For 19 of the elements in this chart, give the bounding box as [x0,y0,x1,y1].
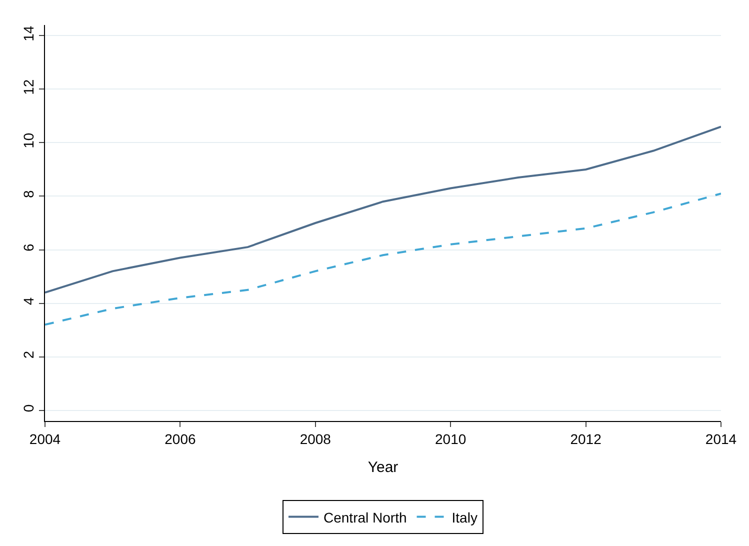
legend-label: Italy [452,509,478,526]
y-tick-label: 12 [20,79,36,95]
x-tick-label: 2010 [435,430,466,447]
y-tick-label: 10 [20,132,36,148]
legend-label: Central North [324,509,407,526]
y-tick-label: 0 [20,404,36,412]
x-tick-label: 2014 [705,430,737,447]
y-tick-label: 8 [20,190,36,198]
y-tick-label: 14 [20,26,36,42]
y-tick-label: 4 [20,297,36,306]
x-tick-label: 2012 [570,430,602,447]
x-tick-label: 2006 [164,430,196,447]
x-tick-label: 2008 [300,430,332,447]
x-axis-title: Year [368,458,398,476]
x-tick-label: 2004 [29,430,61,447]
y-tick-label: 6 [20,244,36,252]
line-series [45,192,721,326]
line-series [45,126,721,294]
y-tick-label: 2 [20,350,36,359]
